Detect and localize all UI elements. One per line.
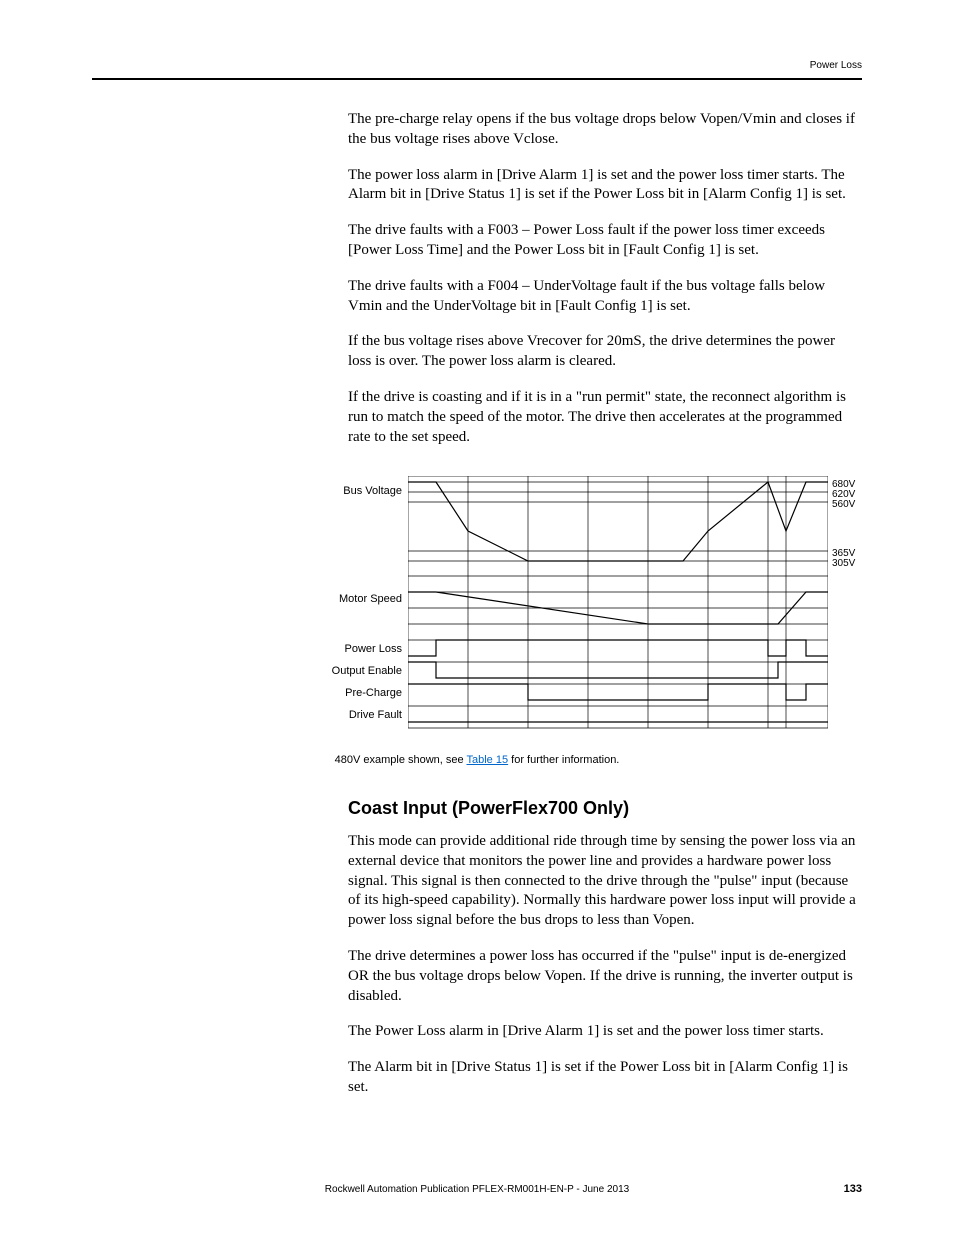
heading-coast-input: Coast Input (PowerFlex700 Only) (348, 798, 629, 819)
para: The drive determines a power loss has oc… (348, 947, 862, 1006)
timing-diagram: Bus Voltage Motor Speed Power Loss Output E… (92, 476, 862, 746)
para: This mode can provide additional ride th… (348, 832, 862, 931)
page-number: 133 (844, 1183, 862, 1195)
header-section: Power Loss (810, 60, 862, 71)
footer-pub: Rockwell Automation Publication PFLEX-RM… (92, 1184, 862, 1195)
para: The Alarm bit in [Drive Status 1] is set… (348, 1058, 862, 1098)
chart-row-label: Motor Speed (339, 593, 402, 605)
chart-row-label: Pre-Charge (345, 687, 402, 699)
chart-row-label: Drive Fault (349, 709, 402, 721)
para: The drive faults with a F003 – Power Los… (348, 221, 862, 261)
header-rule (92, 78, 862, 80)
para: The pre-charge relay opens if the bus vo… (348, 110, 862, 150)
chart-row-label: Bus Voltage (343, 485, 402, 497)
para: The power loss alarm in [Drive Alarm 1] … (348, 166, 862, 206)
para: The Power Loss alarm in [Drive Alarm 1] … (348, 1022, 862, 1042)
chart-caption: 480V example shown, see Table 15 for fur… (92, 754, 862, 766)
chart-voltage-label: 560V (832, 499, 855, 510)
page: Power Loss The pre-charge relay opens if… (0, 0, 954, 1235)
body-bottom: This mode can provide additional ride th… (348, 832, 862, 1114)
chart-plot (408, 476, 828, 734)
para: If the bus voltage rises above Vrecover … (348, 332, 862, 372)
body-top: The pre-charge relay opens if the bus vo… (348, 110, 862, 463)
para: The drive faults with a F004 – UnderVolt… (348, 277, 862, 317)
chart-row-label: Output Enable (332, 665, 402, 677)
para: If the drive is coasting and if it is in… (348, 388, 862, 447)
chart-voltage-label: 305V (832, 558, 855, 569)
caption-pre: 480V example shown, see (335, 754, 467, 766)
chart-row-label: Power Loss (345, 643, 402, 655)
caption-post: for further information. (508, 754, 619, 766)
caption-link[interactable]: Table 15 (467, 754, 509, 766)
